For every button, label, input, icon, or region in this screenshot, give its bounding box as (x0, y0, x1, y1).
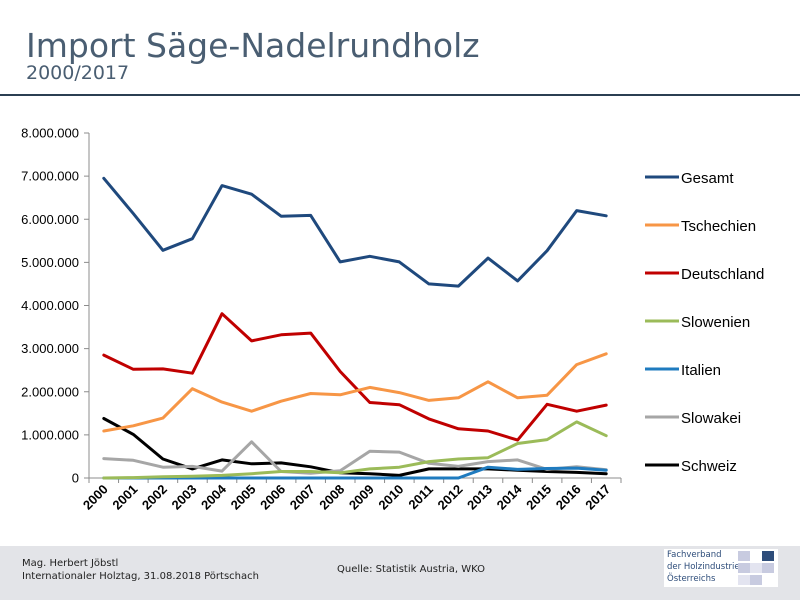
x-tick-label: 2006 (257, 482, 288, 513)
y-tick-label: 5.000.000 (21, 255, 79, 270)
line-chart: 0 1.000.000 2.000.000 3.000.000 4.000.000 5.0… (21, 126, 764, 513)
x-tick-label: 2011 (405, 482, 436, 513)
fachverband-logo: Fachverband der Holzindustrie Österreich… (664, 549, 778, 587)
series-line-slowakei (102, 440, 608, 475)
x-tick-label: 2005 (228, 482, 259, 513)
logo-square (750, 563, 762, 573)
event-info: Internationaler Holztag, 31.08.2018 Pört… (22, 571, 259, 582)
x-tick-label: 2013 (464, 482, 495, 513)
source-note: Quelle: Statistik Austria, WKO (337, 564, 486, 575)
x-tick-label: 2015 (523, 482, 554, 513)
legend-label: Slowakei (681, 410, 741, 427)
y-tick-label: 7.000.000 (21, 169, 79, 184)
series-line-italien (102, 465, 608, 480)
x-tick-label: 2002 (139, 482, 170, 513)
series-line-tschechien (102, 352, 608, 433)
x-tick-label: 2003 (169, 482, 200, 513)
x-tick-label: 2014 (494, 481, 526, 513)
page-subtitle: 2000/2017 (26, 62, 130, 84)
x-tick-label: 2008 (316, 482, 347, 513)
x-tick-label: 2016 (553, 482, 584, 513)
logo-text-line2: der Holzindustrie (667, 562, 740, 572)
logo-text-line1: Fachverband (667, 550, 722, 560)
y-tick-label: 4.000.000 (21, 298, 79, 313)
x-tick-label: 2010 (375, 482, 406, 513)
logo-square (738, 563, 750, 573)
series-line-deutschland (102, 312, 608, 442)
series-line-gesamt (102, 176, 608, 288)
legend-label: Tschechien (681, 218, 756, 235)
x-tick-label: 2000 (80, 482, 111, 513)
logo-square (750, 575, 762, 585)
legend-label: Slowenien (681, 314, 750, 331)
logo-square (762, 563, 774, 573)
x-tick-label: 2004 (198, 481, 230, 513)
legend-label: Schweiz (681, 458, 737, 475)
legend-label: Deutschland (681, 266, 764, 283)
y-tick-label: 2.000.000 (21, 384, 79, 399)
x-tick-label: 2007 (287, 482, 318, 513)
y-tick-label: 1.000.000 (21, 427, 79, 442)
y-tick-label: 3.000.000 (21, 341, 79, 356)
author-info: Mag. Herbert Jöbstl Internationaler Holz… (22, 557, 259, 583)
legend-label: Italien (681, 362, 721, 379)
y-tick-label: 0 (72, 471, 79, 486)
x-tick-label: 2017 (582, 482, 613, 513)
author-name: Mag. Herbert Jöbstl (22, 558, 119, 569)
legend-label: Gesamt (681, 170, 734, 187)
y-tick-label: 8.000.000 (21, 126, 79, 141)
x-tick-label: 2001 (109, 482, 140, 513)
header-divider (0, 94, 800, 96)
y-tick-label: 6.000.000 (21, 212, 79, 227)
logo-square (738, 551, 750, 561)
series-line-slowenien (102, 420, 608, 480)
x-tick-label: 2009 (346, 482, 377, 513)
x-tick-label: 2012 (435, 482, 466, 513)
page-title: Import Säge-Nadelrundholz (26, 26, 480, 65)
logo-text-line3: Österreichs (667, 574, 716, 584)
logo-square (762, 551, 774, 561)
logo-square (738, 575, 750, 585)
